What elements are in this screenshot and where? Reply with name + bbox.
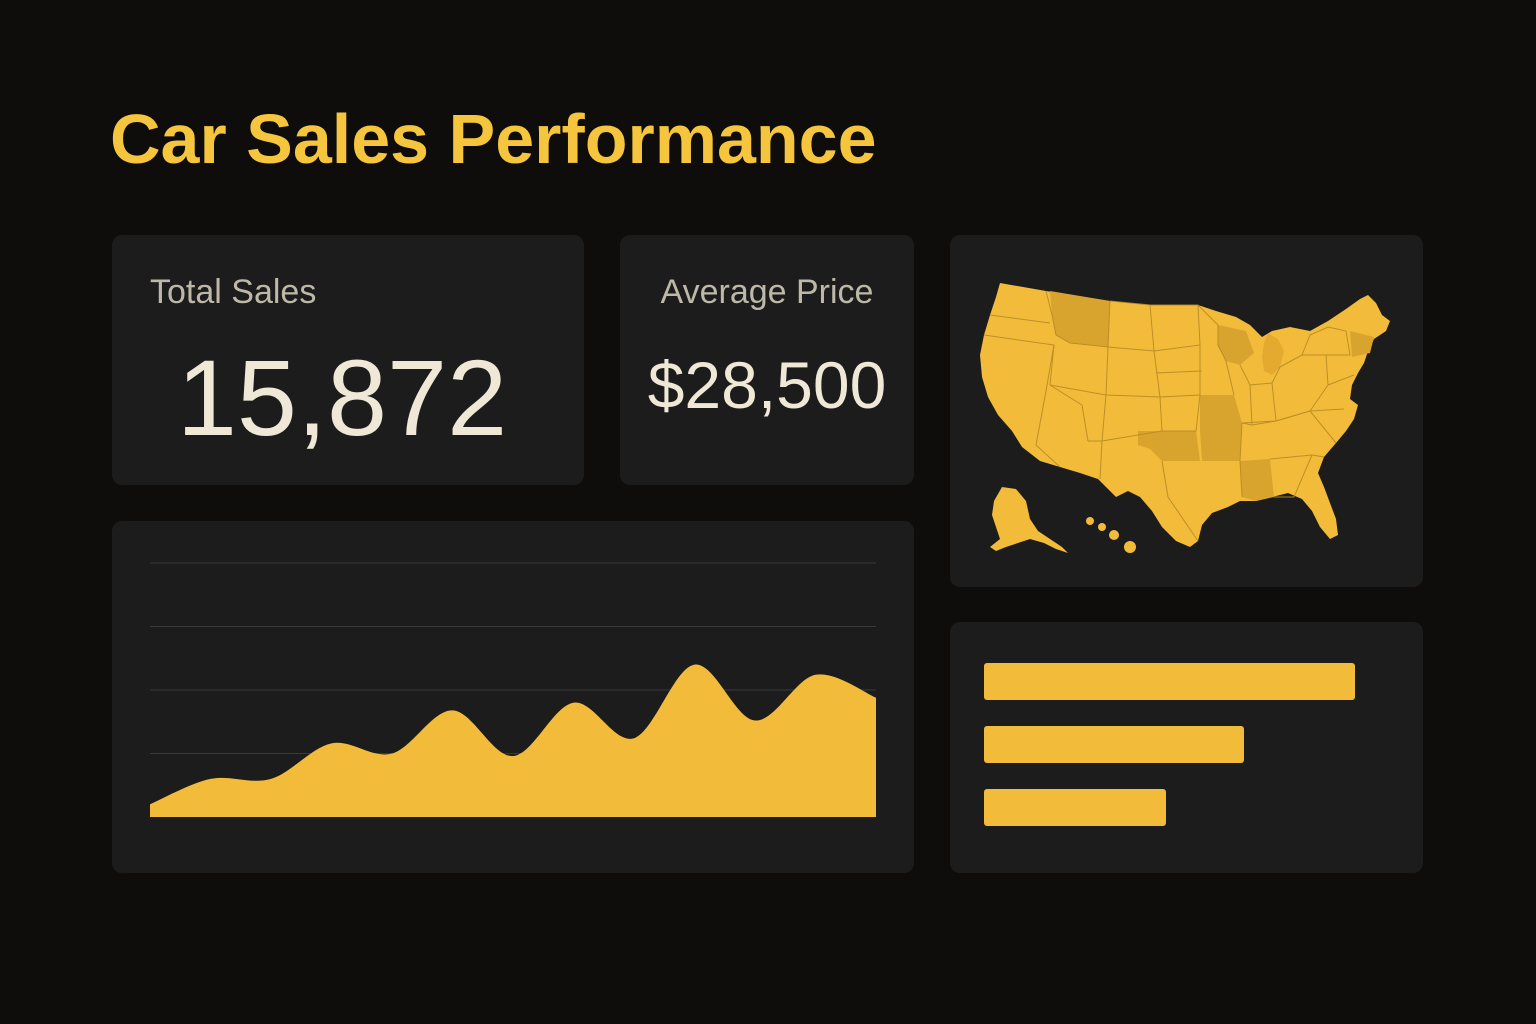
bar-1 [984, 726, 1244, 763]
bar-0 [984, 663, 1355, 700]
average-price-card: Average Price $28,500 [620, 235, 914, 485]
total-sales-card: Total Sales 15,872 [112, 235, 584, 485]
total-sales-value: 15,872 [176, 337, 508, 458]
sales-area-chart [150, 562, 876, 817]
average-price-label: Average Price [660, 273, 874, 311]
total-sales-label: Total Sales [150, 273, 317, 311]
map-card [950, 235, 1423, 587]
page-title: Car Sales Performance [110, 100, 877, 178]
sales-area-series [150, 664, 876, 817]
average-price-value: $28,500 [647, 348, 887, 422]
us-map-icon [980, 283, 1390, 553]
bar-chart-card [950, 622, 1423, 873]
sales-trend-chart-card [112, 521, 914, 873]
bar-2 [984, 789, 1166, 826]
